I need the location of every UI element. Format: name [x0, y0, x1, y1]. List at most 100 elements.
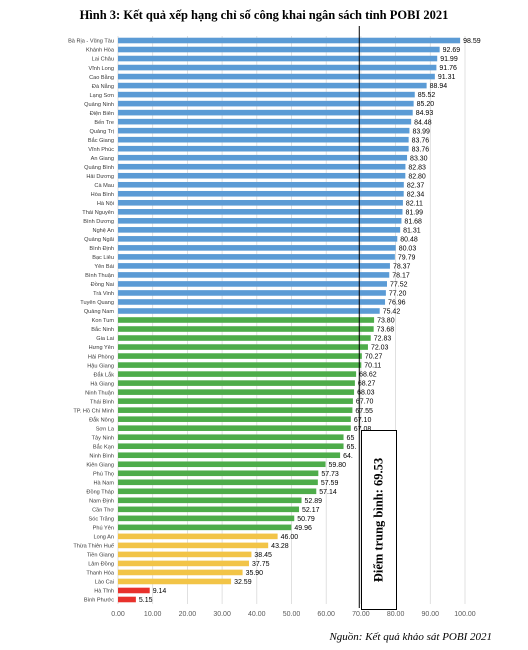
value-label: 84.93 — [416, 110, 434, 117]
bar — [118, 55, 438, 62]
category-label: Trà Vinh — [93, 291, 114, 297]
bar — [118, 299, 386, 305]
bar — [118, 254, 395, 260]
bar — [118, 308, 380, 314]
x-tick-label: 10.00 — [144, 611, 162, 618]
value-label: 82.83 — [408, 164, 426, 171]
value-label: 46.00 — [281, 534, 299, 541]
bar — [118, 190, 404, 197]
bar — [118, 371, 357, 377]
value-label: 37.75 — [252, 561, 270, 568]
category-label: Hà Nội — [97, 201, 114, 207]
bar — [118, 434, 344, 441]
category-label: Lạng Sơn — [89, 93, 114, 99]
value-label: 85.52 — [418, 92, 436, 99]
value-label: 72.83 — [374, 336, 392, 343]
category-label: Phú Yên — [93, 526, 114, 532]
category-label: Bắc Kạn — [93, 443, 114, 450]
bar — [118, 461, 326, 468]
bar — [118, 245, 396, 251]
chart-title: Hình 3: Kết quả xếp hạng chỉ số công kha… — [79, 8, 449, 22]
value-label: 65. — [347, 444, 357, 451]
value-label: 83.76 — [412, 146, 430, 153]
bar — [118, 407, 353, 413]
value-label: 52.89 — [305, 498, 323, 505]
value-label: 65 — [347, 435, 355, 442]
value-label: 91.76 — [439, 65, 457, 72]
bar — [118, 272, 390, 278]
bar — [118, 452, 341, 459]
x-tick-label: 30.00 — [213, 611, 231, 618]
bar — [118, 263, 390, 269]
bar — [118, 524, 292, 531]
category-label: Bến Tre — [94, 120, 114, 126]
x-tick-label: 90.00 — [422, 611, 440, 618]
category-label: Bà Rịa - Vũng Tàu — [68, 39, 114, 45]
value-label: 82.37 — [407, 182, 425, 189]
bar — [118, 470, 319, 477]
category-label: Long An — [93, 535, 114, 541]
bar — [118, 560, 249, 567]
category-label: Hải Dương — [86, 174, 114, 180]
source-note: Nguồn: Kết quả khảo sát POBI 2021 — [329, 631, 492, 643]
value-label: 80.48 — [400, 236, 418, 243]
bar — [118, 443, 344, 450]
value-label: 35.90 — [246, 570, 264, 577]
category-label: Yên Bái — [94, 264, 114, 270]
category-label: Phú Thọ — [93, 471, 114, 477]
bar — [118, 145, 409, 152]
value-label: 83.76 — [412, 137, 430, 144]
value-label: 81.99 — [406, 209, 424, 216]
x-tick-label: 80.00 — [387, 611, 405, 618]
category-label: Thái Bình — [90, 399, 114, 405]
category-label: Quảng Ninh — [84, 102, 114, 108]
value-label: 82.11 — [406, 200, 423, 207]
category-label: Cần Thơ — [92, 508, 114, 514]
category-label: Lào Cai — [95, 580, 114, 586]
value-label: 57.59 — [321, 480, 339, 487]
bar — [118, 163, 406, 170]
bar — [118, 506, 300, 513]
category-label: Ninh Thuận — [85, 390, 114, 396]
category-label: Cà Mau — [94, 183, 114, 189]
bar — [118, 82, 427, 89]
category-label: Thừa Thiên Huế — [73, 544, 115, 550]
value-label: 64. — [343, 453, 353, 460]
category-label: Quảng Bình — [84, 165, 114, 171]
value-label: 59.80 — [329, 462, 347, 469]
category-label: Thanh Hóa — [86, 571, 115, 577]
value-label: 83.30 — [410, 155, 428, 162]
bar — [118, 479, 318, 486]
category-label: Kon Tum — [92, 318, 115, 324]
category-label: Quảng Nam — [84, 309, 114, 315]
bar — [118, 118, 412, 125]
x-tick-label: 70.00 — [352, 611, 370, 618]
category-label: Đắk Lắk — [93, 371, 114, 378]
value-label: 52.17 — [302, 507, 320, 514]
value-label: 80.03 — [399, 245, 417, 252]
value-label: 83.99 — [412, 128, 430, 135]
bar — [118, 326, 374, 332]
category-label: Thái Nguyên — [82, 210, 114, 216]
bar — [118, 398, 353, 404]
x-tick-label: 20.00 — [179, 611, 197, 618]
value-label: 73.80 — [377, 318, 395, 325]
bar — [118, 362, 362, 368]
value-label: 68.27 — [358, 381, 376, 388]
value-label: 88.94 — [430, 83, 448, 90]
category-label: Tiền Giang — [87, 553, 114, 559]
bar — [118, 100, 414, 107]
bar — [118, 533, 278, 540]
value-label: 91.99 — [440, 56, 458, 63]
category-label: Quảng Ngãi — [84, 237, 114, 243]
value-label: 67.55 — [355, 408, 373, 415]
bar — [118, 596, 136, 603]
category-label: Sơn La — [96, 426, 115, 432]
value-label: 81.68 — [404, 218, 422, 225]
category-label: Hòa Bình — [91, 192, 114, 198]
value-label: 84.48 — [414, 119, 432, 126]
value-label: 9.14 — [153, 588, 167, 595]
bar — [118, 154, 408, 161]
value-label: 81.31 — [403, 227, 421, 234]
